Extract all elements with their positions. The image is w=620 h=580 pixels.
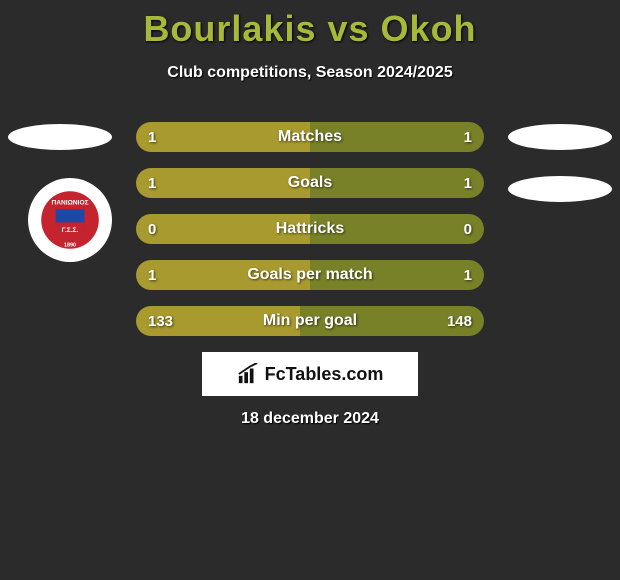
stat-bar-right xyxy=(310,260,484,290)
stat-row: Goals per match11 xyxy=(136,260,484,290)
snapshot-date: 18 december 2024 xyxy=(0,410,620,428)
stat-bar-right xyxy=(310,214,484,244)
fctables-logo-text: FcTables.com xyxy=(265,364,384,385)
stat-row: Hattricks00 xyxy=(136,214,484,244)
stat-bar-right xyxy=(300,306,484,336)
stat-bar-left xyxy=(136,168,310,198)
stat-bar-right xyxy=(310,122,484,152)
chart-icon xyxy=(237,363,259,385)
club-badge-left: ΠΑΝΙΩΝΙΟΣ Γ.Σ.Σ. 1890 xyxy=(28,178,112,262)
comparison-bars: Matches11 Goals11 Hattricks00 Goals per mat… xyxy=(136,122,484,352)
stat-bar-left xyxy=(136,214,310,244)
stat-bar-left xyxy=(136,260,310,290)
badge-top-text: ΠΑΝΙΩΝΙΟΣ xyxy=(51,199,88,206)
page-title: Bourlakis vs Okoh xyxy=(0,0,620,50)
player-right-placeholder-1 xyxy=(508,124,612,150)
badge-mid-text: Γ.Σ.Σ. xyxy=(62,227,79,234)
fctables-logo: FcTables.com xyxy=(202,352,418,396)
badge-year: 1890 xyxy=(64,242,76,248)
player-left-placeholder-1 xyxy=(8,124,112,150)
club-badge-icon: ΠΑΝΙΩΝΙΟΣ Γ.Σ.Σ. 1890 xyxy=(40,190,100,250)
stat-bar-right xyxy=(310,168,484,198)
player-right-placeholder-2 xyxy=(508,176,612,202)
page-subtitle: Club competitions, Season 2024/2025 xyxy=(0,64,620,82)
stat-row: Min per goal133148 xyxy=(136,306,484,336)
stat-row: Matches11 xyxy=(136,122,484,152)
stat-row: Goals11 xyxy=(136,168,484,198)
stat-bar-left xyxy=(136,306,300,336)
stat-bar-left xyxy=(136,122,310,152)
